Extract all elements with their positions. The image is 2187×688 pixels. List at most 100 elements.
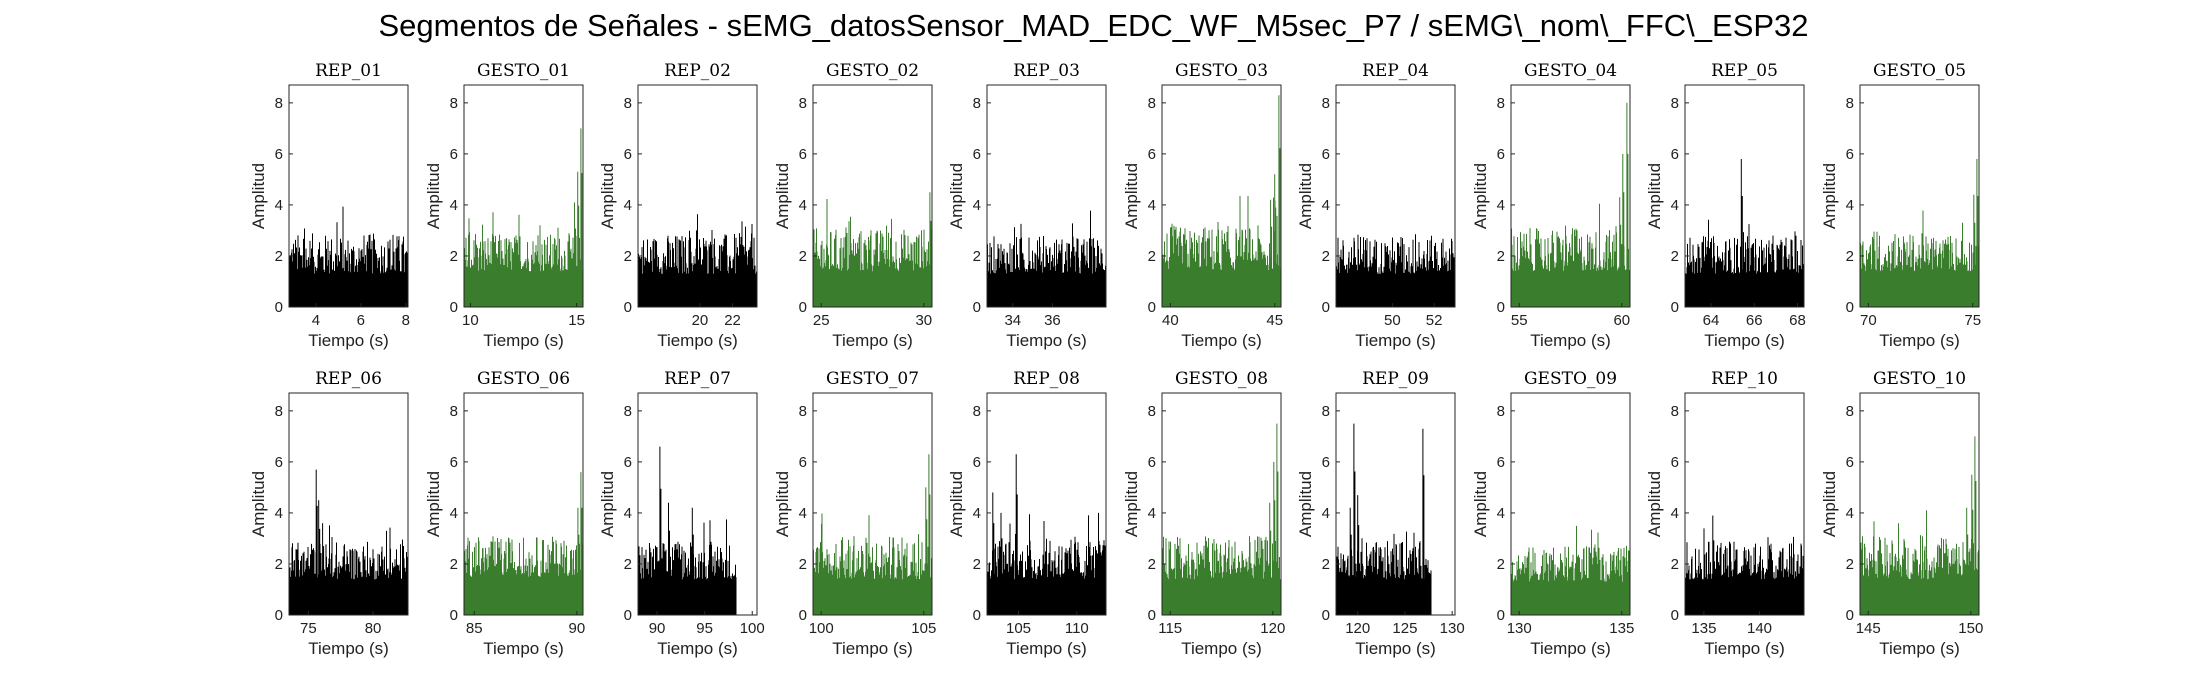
- signal-trace: [986, 454, 1107, 615]
- y-tick-label: 6: [799, 146, 807, 163]
- x-tick-label: 25: [813, 312, 830, 329]
- x-axis-label: Tiempo (s): [1704, 331, 1785, 350]
- x-tick-label: 40: [1162, 312, 1179, 329]
- x-tick-label: 130: [1507, 620, 1532, 637]
- x-tick-label: 135: [1691, 620, 1716, 637]
- x-tick-label: 6: [357, 312, 365, 329]
- axes-box: [812, 392, 933, 616]
- x-tick-label: 115: [1158, 620, 1182, 637]
- y-tick-label: 4: [275, 505, 283, 522]
- y-tick-label: 0: [1671, 299, 1679, 316]
- x-tick-label: 15: [568, 312, 585, 329]
- x-tick-label: 120: [1260, 620, 1285, 637]
- y-axis-label: Amplitud: [598, 471, 617, 537]
- x-tick-label: 70: [1860, 312, 1877, 329]
- axes-box: [986, 392, 1107, 616]
- subplot-rep-10: 0 2 4 6 8 135 140 REP_10 Tiempo (s) Amplitud: [1645, 369, 1805, 658]
- y-tick-label: 6: [1497, 454, 1505, 471]
- y-tick-label: 4: [275, 197, 283, 214]
- x-tick-label: 120: [1345, 620, 1370, 637]
- axes-box: [1510, 84, 1631, 308]
- y-tick-label: 0: [275, 607, 283, 624]
- x-axis-label: Tiempo (s): [483, 639, 564, 658]
- subplot-title: REP_04: [1362, 61, 1429, 81]
- signal-trace: [1859, 159, 1980, 307]
- y-tick-label: 4: [1846, 197, 1854, 214]
- axes-box: [1859, 392, 1980, 616]
- y-tick-label: 8: [1671, 403, 1679, 420]
- x-axis-label: Tiempo (s): [1530, 639, 1611, 658]
- x-tick-label: 145: [1856, 620, 1881, 637]
- y-tick-label: 4: [450, 197, 458, 214]
- y-tick-label: 8: [799, 95, 807, 112]
- axes-box: [986, 84, 1107, 308]
- y-tick-label: 0: [799, 607, 807, 624]
- y-axis-label: Amplitud: [1296, 163, 1315, 229]
- axes-box: [1335, 392, 1456, 616]
- axes-box: [637, 392, 758, 616]
- y-tick-label: 4: [973, 505, 981, 522]
- y-tick-label: 6: [624, 146, 632, 163]
- y-tick-label: 6: [450, 454, 458, 471]
- y-tick-label: 6: [624, 454, 632, 471]
- x-tick-label: 8: [402, 312, 410, 329]
- y-tick-label: 4: [1322, 197, 1330, 214]
- signal-trace: [288, 206, 409, 307]
- y-tick-label: 6: [1671, 454, 1679, 471]
- x-tick-label: 4: [312, 312, 320, 329]
- x-tick-label: 105: [911, 620, 936, 637]
- axes-box: [463, 392, 584, 616]
- y-tick-label: 6: [275, 146, 283, 163]
- signal-trace: [1859, 436, 1980, 615]
- subplot-title: REP_10: [1711, 369, 1778, 389]
- y-tick-label: 6: [275, 454, 283, 471]
- y-tick-label: 8: [1497, 403, 1505, 420]
- y-tick-label: 4: [1148, 505, 1156, 522]
- y-tick-label: 0: [1148, 607, 1156, 624]
- x-axis-label: Tiempo (s): [1879, 331, 1960, 350]
- signal-trace: [637, 446, 737, 615]
- signal-trace: [463, 472, 584, 615]
- x-tick-label: 30: [915, 312, 932, 329]
- x-axis-label: Tiempo (s): [483, 331, 564, 350]
- y-tick-label: 4: [1148, 197, 1156, 214]
- subplot-gesto-06: 0 2 4 6 8 85 90 GESTO_06 Tiempo (s) Amplitud: [424, 369, 585, 658]
- y-axis-label: Amplitud: [947, 163, 966, 229]
- y-tick-label: 2: [1148, 248, 1156, 265]
- y-axis-label: Amplitud: [1471, 471, 1490, 537]
- y-tick-label: 2: [1671, 556, 1679, 573]
- y-tick-label: 8: [1671, 95, 1679, 112]
- y-tick-label: 0: [1497, 299, 1505, 316]
- y-tick-label: 2: [1671, 248, 1679, 265]
- y-axis-label: Amplitud: [1122, 163, 1141, 229]
- y-axis-label: Amplitud: [249, 163, 268, 229]
- y-tick-label: 0: [1322, 607, 1330, 624]
- y-tick-label: 2: [1148, 556, 1156, 573]
- subplot-title: GESTO_01: [477, 61, 570, 81]
- y-tick-label: 0: [1671, 607, 1679, 624]
- y-tick-label: 0: [1148, 299, 1156, 316]
- axes-box: [463, 84, 584, 308]
- x-tick-label: 10: [462, 312, 479, 329]
- x-tick-label: 135: [1609, 620, 1634, 637]
- y-tick-label: 2: [799, 248, 807, 265]
- y-tick-label: 2: [1497, 556, 1505, 573]
- y-tick-label: 6: [1846, 454, 1854, 471]
- x-tick-label: 66: [1746, 312, 1763, 329]
- subplot-title: GESTO_07: [826, 369, 919, 389]
- x-axis-label: Tiempo (s): [1181, 639, 1262, 658]
- y-tick-label: 2: [973, 248, 981, 265]
- y-tick-label: 4: [1846, 505, 1854, 522]
- subplot-gesto-05: 0 2 4 6 8 70 75 GESTO_05 Tiempo (s) Amplitud: [1820, 61, 1981, 350]
- x-axis-label: Tiempo (s): [1006, 331, 1087, 350]
- y-tick-label: 2: [973, 556, 981, 573]
- subplot-rep-01: 0 2 4 6 8 4 6 8 REP_01 Tiempo (s) Amplitud: [249, 61, 410, 350]
- x-axis-label: Tiempo (s): [308, 639, 389, 658]
- x-tick-label: 105: [1006, 620, 1031, 637]
- signal-trace: [637, 214, 758, 307]
- y-axis-label: Amplitud: [773, 471, 792, 537]
- subplot-title: GESTO_04: [1524, 61, 1617, 81]
- y-tick-label: 2: [1846, 556, 1854, 573]
- y-tick-label: 0: [1497, 607, 1505, 624]
- x-axis-label: Tiempo (s): [1006, 639, 1087, 658]
